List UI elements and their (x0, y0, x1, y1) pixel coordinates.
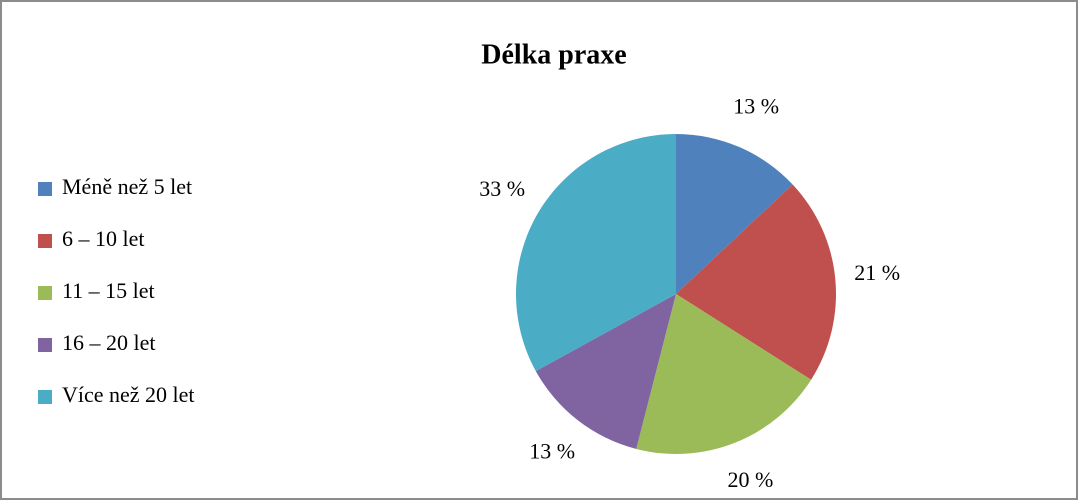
pie-slice (535, 294, 676, 449)
legend-swatch (38, 234, 52, 248)
data-label: 13 % (733, 94, 779, 119)
legend-label: Méně než 5 let (62, 174, 192, 199)
chart-title: Délka praxe (481, 39, 626, 70)
data-label: 33 % (479, 176, 525, 201)
data-label: 21 % (854, 260, 900, 285)
legend-label: 6 – 10 let (62, 226, 145, 251)
legend-swatch (38, 182, 52, 196)
legend-swatch (38, 286, 52, 300)
pie-slice (676, 184, 836, 380)
pie-slice (636, 294, 812, 454)
data-label: 13 % (529, 439, 575, 464)
legend-label: 11 – 15 let (62, 278, 155, 303)
legend-swatch (38, 338, 52, 352)
data-label: 20 % (727, 467, 773, 492)
pie-slice (676, 134, 793, 294)
legend-swatch (38, 390, 52, 404)
legend-label: 16 – 20 let (62, 330, 156, 355)
legend-label: Více než 20 let (62, 382, 195, 407)
pie-slice (516, 134, 676, 372)
